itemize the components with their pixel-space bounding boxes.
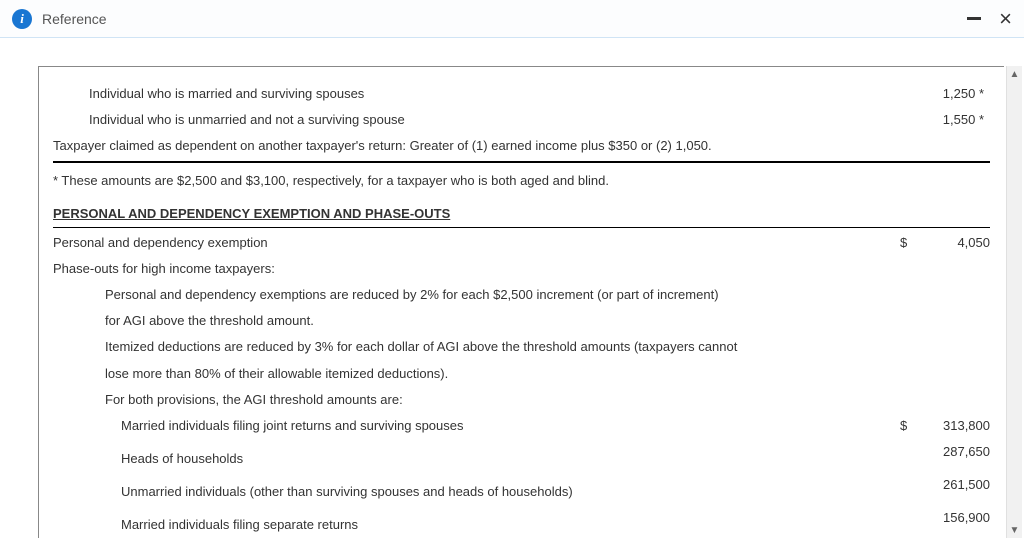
- row-value: 1,250 *: [900, 83, 990, 105]
- window-header: i Reference ×: [0, 0, 1024, 38]
- divider: [53, 161, 990, 163]
- row-label: Individual who is married and surviving …: [89, 83, 364, 105]
- row-label: Individual who is unmarried and not a su…: [89, 109, 405, 131]
- body-line: Personal and dependency exemptions are r…: [53, 282, 990, 308]
- row-value: 1,550 *: [900, 109, 990, 131]
- table-row: Heads of households 287,650: [53, 439, 990, 472]
- row-value: $ 4,050: [900, 232, 990, 254]
- content-area: Individual who is married and surviving …: [0, 38, 1024, 544]
- window-title: Reference: [42, 11, 107, 27]
- header-controls: ×: [967, 10, 1012, 28]
- row-value: 156,900: [900, 507, 990, 529]
- divider: [53, 227, 990, 228]
- minimize-icon[interactable]: [967, 17, 981, 20]
- table-row: Married individuals filing joint returns…: [53, 413, 990, 439]
- body-line: lose more than 80% of their allowable it…: [53, 361, 990, 387]
- row-label: Heads of households: [121, 448, 243, 470]
- row-label: Personal and dependency exemption: [53, 232, 268, 254]
- body-line: For both provisions, the AGI threshold a…: [53, 387, 990, 413]
- body-line: for AGI above the threshold amount.: [53, 308, 990, 334]
- scroll-down-icon[interactable]: ▼: [1007, 522, 1022, 538]
- section-heading: PERSONAL AND DEPENDENCY EXEMPTION AND PH…: [53, 202, 990, 225]
- row-value: $ 313,800: [900, 415, 990, 437]
- row-label: Married individuals filing separate retu…: [121, 514, 358, 536]
- header-left: i Reference: [12, 9, 107, 29]
- table-row: Married individuals filing separate retu…: [53, 505, 990, 538]
- close-icon[interactable]: ×: [999, 10, 1012, 28]
- phaseout-intro: Phase-outs for high income taxpayers:: [53, 256, 990, 282]
- table-row: Unmarried individuals (other than surviv…: [53, 472, 990, 505]
- table-row: Personal and dependency exemption $ 4,05…: [53, 230, 990, 256]
- row-value: 261,500: [900, 474, 990, 496]
- info-icon: i: [12, 9, 32, 29]
- document-frame: Individual who is married and surviving …: [38, 66, 1004, 538]
- row-value: 287,650: [900, 441, 990, 463]
- footnote: * These amounts are $2,500 and $3,100, r…: [53, 165, 990, 202]
- scroll-up-icon[interactable]: ▲: [1007, 66, 1022, 82]
- table-row: Individual who is married and surviving …: [53, 81, 990, 107]
- vertical-scrollbar[interactable]: ▲ ▼: [1006, 66, 1022, 538]
- table-row: Individual who is unmarried and not a su…: [53, 107, 990, 133]
- body-line: Itemized deductions are reduced by 3% fo…: [53, 334, 990, 360]
- row-label: Unmarried individuals (other than surviv…: [121, 481, 573, 503]
- row-label: Married individuals filing joint returns…: [121, 415, 464, 437]
- dependent-line: Taxpayer claimed as dependent on another…: [53, 133, 990, 159]
